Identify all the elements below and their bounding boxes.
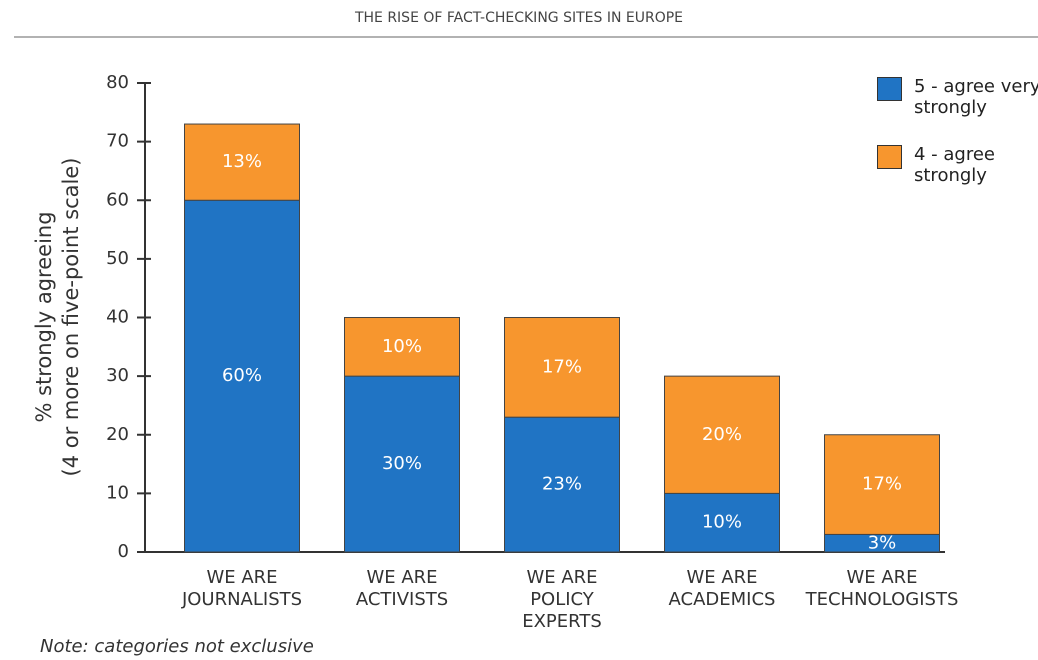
value-label: 20% [702,424,742,445]
value-label: 60% [222,365,262,386]
y-tick-label: 40 [106,307,129,328]
y-tick-label: 30 [106,365,129,386]
value-label: 10% [702,512,742,533]
value-label: 17% [862,474,902,495]
y-tick-label: 10 [106,482,129,503]
chart-title: THE RISE OF FACT-CHECKING SITES IN EUROP… [354,10,683,26]
legend-swatch [877,77,902,101]
legend-swatch [877,145,902,169]
y-tick-label: 50 [106,248,129,269]
y-tick-label: 0 [118,541,129,562]
bar-segment [504,317,620,418]
note: Note: categories not exclusive [40,636,314,657]
value-label: 13% [222,151,262,172]
value-label: 10% [382,336,422,357]
bar-segment [184,123,300,201]
legend-item: 4 - agree strongly [877,144,1038,186]
value-label: 3% [868,532,897,553]
y-axis-label: (4 or more on five-point scale) [59,158,83,477]
y-tick-label: 80 [106,72,129,93]
bar-segment [824,434,940,535]
x-tick-label: EXPERTS [522,611,602,632]
legend-label: 4 - agree strongly [914,144,995,186]
x-tick-label: ACTIVISTS [356,589,448,610]
legend-label: 5 - agree very strongly [914,76,1038,118]
x-tick-label: WE ARE [366,567,437,588]
value-label: 23% [542,474,582,495]
value-label: 17% [542,356,582,377]
y-tick-label: 20 [106,424,129,445]
x-tick-label: WE ARE [526,567,597,588]
x-tick-label: WE ARE [846,567,917,588]
x-tick-label: WE ARE [686,567,757,588]
x-tick-label: TECHNOLOGISTS [805,589,959,610]
y-axis-label: % strongly agreeing [32,211,56,422]
bar-segment [344,317,460,377]
x-tick-label: ACADEMICS [669,589,776,610]
bar-segment [664,492,780,553]
legend-item: 5 - agree very strongly [877,76,1038,118]
x-tick-label: JOURNALISTS [181,589,302,610]
value-label: 30% [382,453,422,474]
bar-segment [344,375,460,553]
bar-segment [664,375,780,494]
x-tick-label: POLICY [530,589,595,610]
y-tick-label: 60 [106,189,129,210]
y-tick-label: 70 [106,131,129,152]
x-tick-label: WE ARE [206,567,277,588]
bar-segment [184,199,300,553]
